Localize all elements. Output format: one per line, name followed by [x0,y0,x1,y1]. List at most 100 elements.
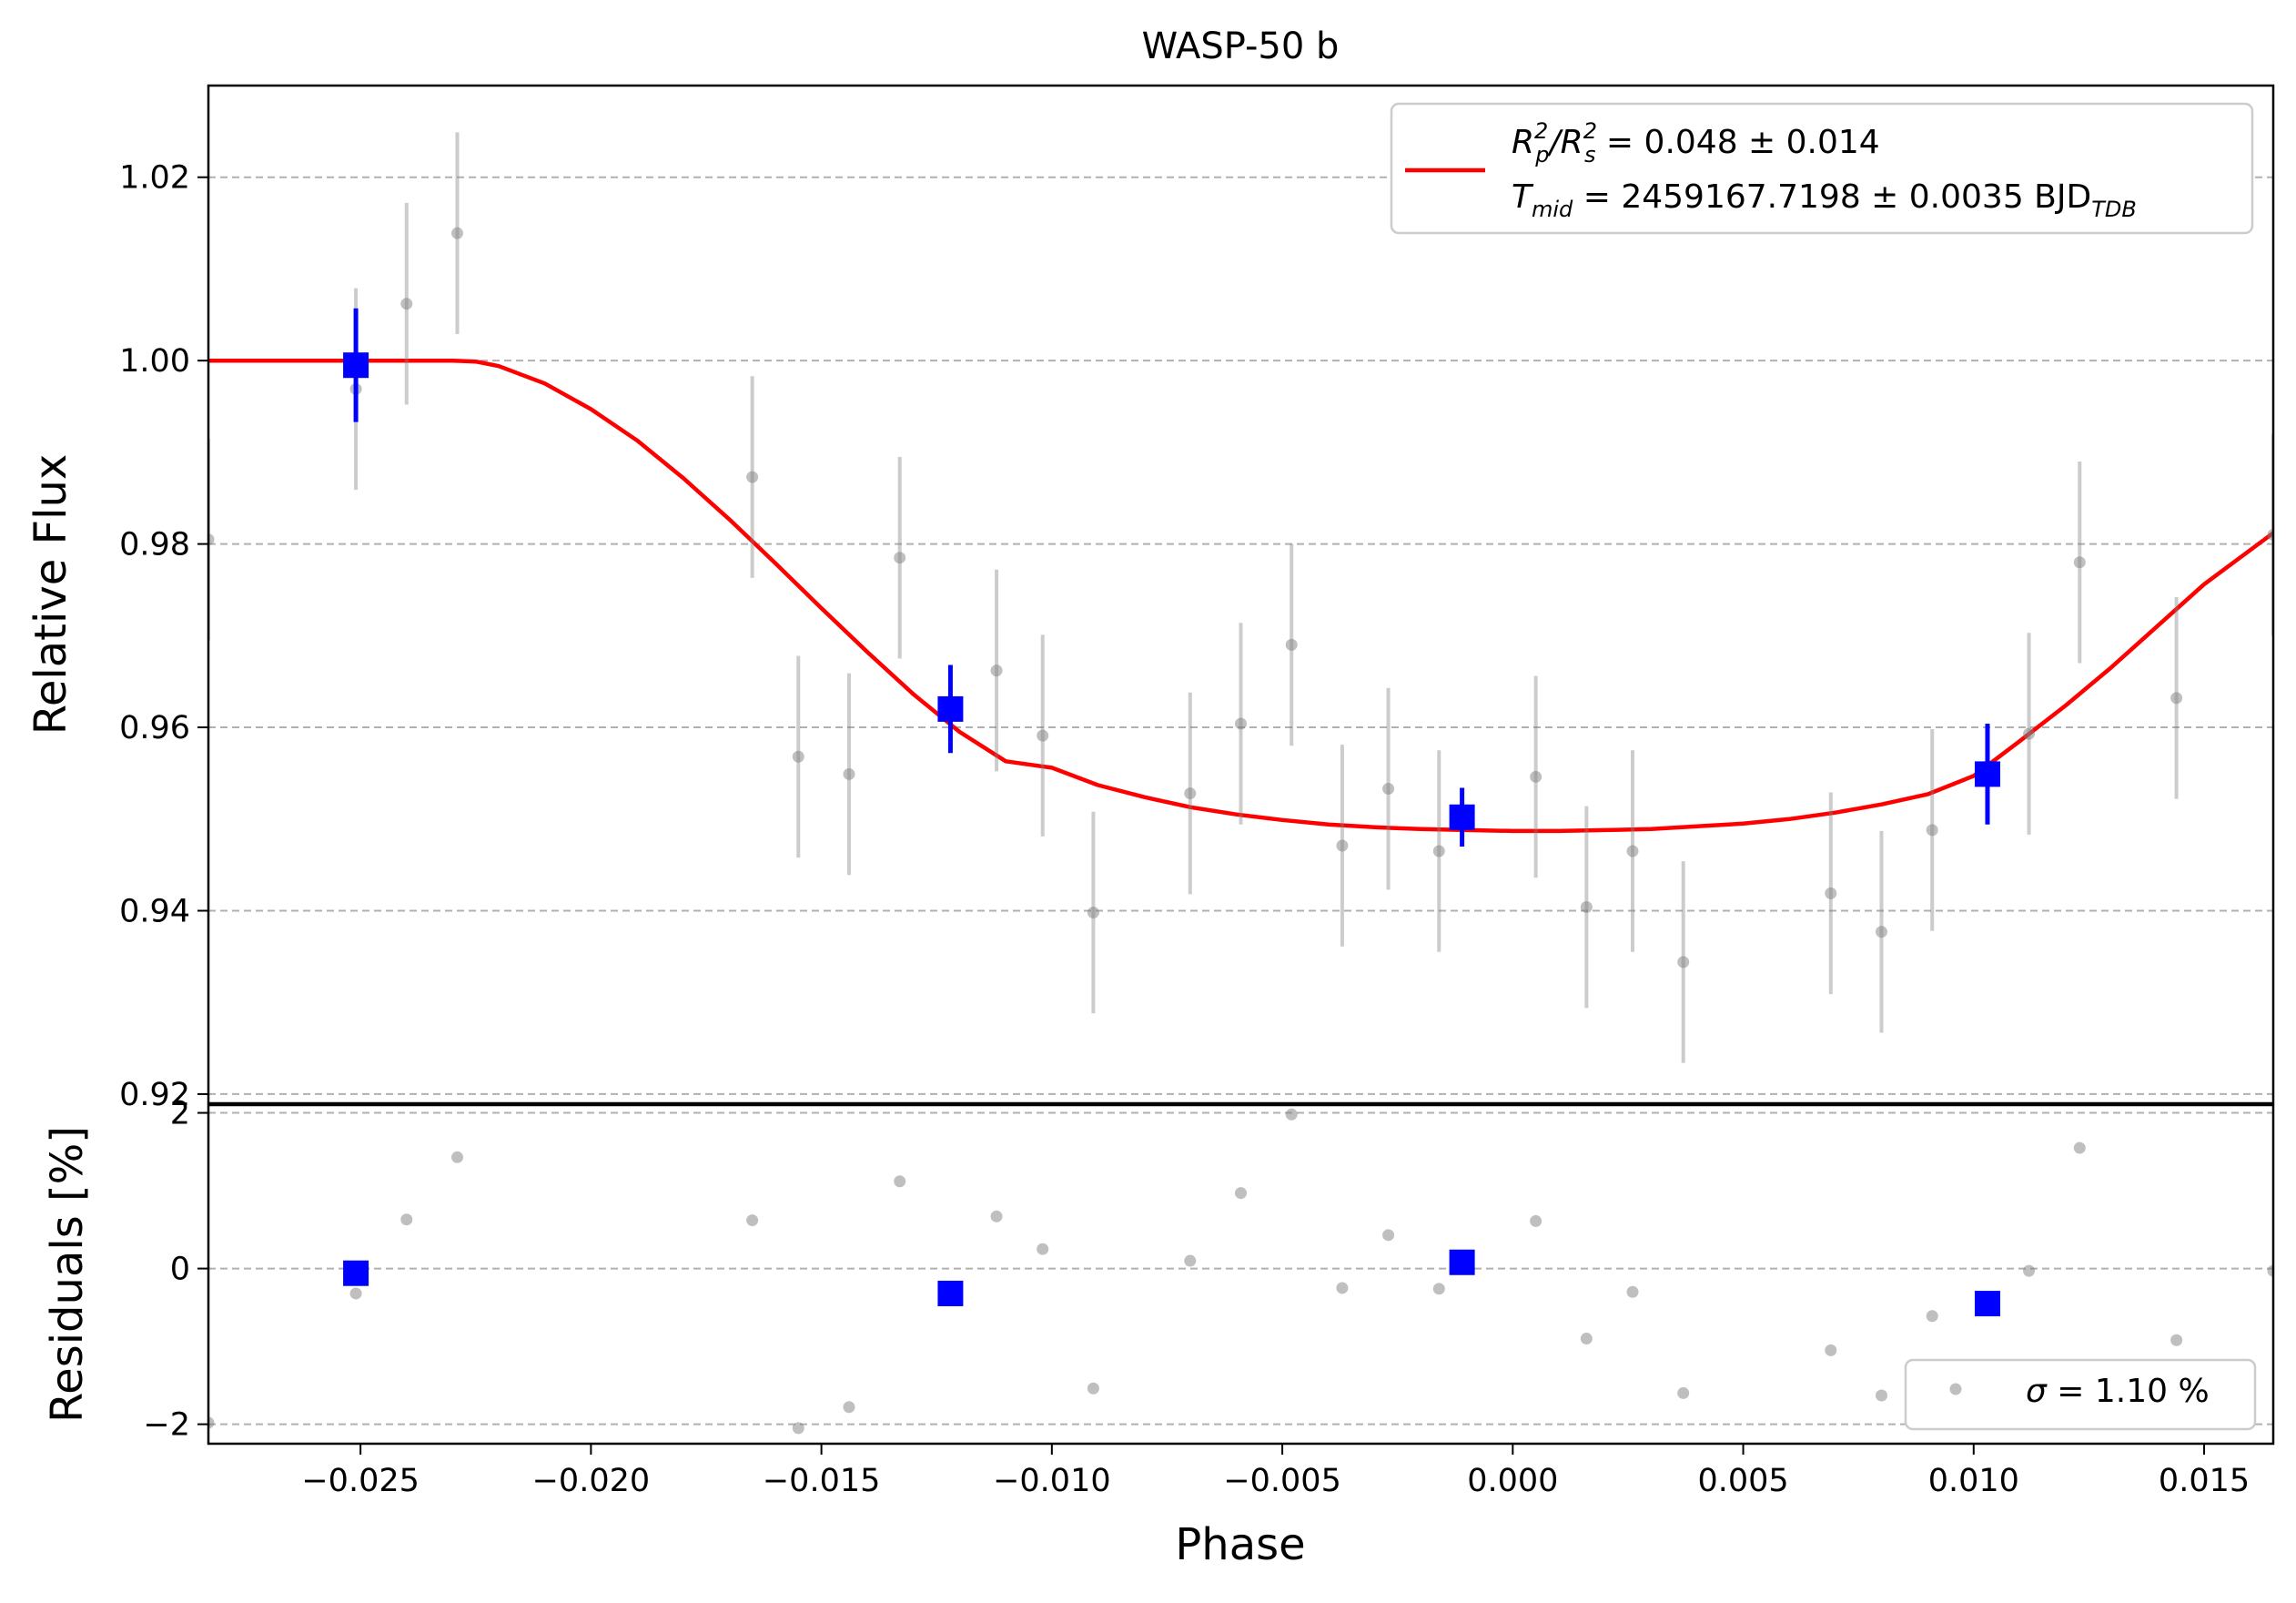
data-point [2267,529,2273,542]
residual-y-axis-label: Residuals [%] [42,1126,93,1423]
main-y-axis-label: Relative Flux [25,454,76,736]
residual-point [1336,1282,1349,1294]
binned-point [343,352,369,379]
x-tick-label: −0.010 [993,1463,1111,1499]
residual-y-ticks: −2 0 2 [143,1096,208,1444]
residual-binned-point [1449,1249,1475,1275]
data-point [1825,887,1837,899]
x-tick-label: −0.005 [1223,1463,1341,1499]
data-point [1626,845,1639,857]
main-y-tick-label: 0.94 [119,893,190,929]
chart-title: WASP-50 b [1142,25,1340,67]
residual-point [400,1213,413,1226]
residual-point [208,1416,215,1429]
residual-point [2073,1141,2086,1154]
residual-point [2023,1264,2036,1277]
x-tick-label: −0.025 [301,1463,420,1499]
residual-point [1825,1344,1837,1356]
data-point [450,227,463,239]
residual-binned-point [1974,1291,2000,1317]
main-legend-box [1390,102,2254,235]
residual-point [746,1214,759,1227]
residual-legend: σ = 1.10 % [1904,1358,2257,1431]
residual-point [843,1401,855,1414]
x-axis-label: Phase [1175,1519,1305,1570]
data-point [1285,638,1298,651]
residual-point [1580,1333,1593,1345]
model-curve [208,358,2273,834]
data-point [990,665,1003,677]
x-tick-label: −0.020 [532,1463,651,1499]
data-point [843,767,855,780]
main-data-points [208,132,2273,1063]
residual-point [792,1422,804,1435]
data-point [2073,556,2086,569]
main-legend: R2 p/R2 s = 0.048 ± 0.014 Tmid = 2459167.7… [1390,102,2254,235]
x-tick-label: 0.015 [2159,1463,2250,1499]
data-point [1530,770,1542,783]
data-point [1926,824,1938,837]
residual-point [1285,1108,1298,1121]
x-tick-label: 0.000 [1467,1463,1558,1499]
main-y-ticks: 0.92 0.94 0.96 0.98 1.00 1.02 [119,160,208,1113]
main-binned-points [343,308,2000,847]
residual-point [2267,1264,2273,1277]
data-point [1875,926,1887,938]
data-point [792,750,804,763]
residual-binned-point [937,1280,964,1306]
x-tick-label: 0.005 [1697,1463,1788,1499]
residual-binned-point [343,1260,369,1286]
data-point [1087,907,1099,919]
residual-point [2170,1334,2183,1346]
data-point [746,471,759,483]
residual-point [1626,1285,1639,1298]
main-y-tick-label: 1.02 [119,160,190,197]
residual-point [1432,1283,1445,1295]
residual-point [1875,1389,1887,1402]
residual-point [1677,1386,1690,1399]
legend-scatter-label: σ = 1.10 % [2026,1373,2210,1410]
data-point [1432,845,1445,857]
residual-point [1530,1214,1542,1227]
legend-line-mid-time: Tmid = 2459167.7198 ± 0.0035 BJDTDB [1512,178,2137,222]
binned-point [1449,804,1475,830]
main-y-tick-label: 1.00 [119,343,190,380]
transit-model [208,358,2273,834]
residual-point [1087,1382,1099,1395]
residual-point [349,1287,362,1300]
data-point [1677,956,1690,969]
legend-line-radius-ratio: R2 p/R2 s = 0.048 ± 0.014 [1512,118,1880,167]
residual-point [1037,1243,1049,1255]
residual-point [894,1175,906,1188]
data-point [1336,839,1349,852]
residual-point [1926,1310,1938,1323]
residual-point [1235,1187,1247,1200]
data-point [1382,783,1395,796]
data-point [1235,717,1247,730]
data-point [2023,727,2036,740]
residual-point [450,1151,463,1163]
residual-data-points [208,1108,2273,1435]
main-y-tick-label: 0.98 [119,527,190,563]
data-point [1580,900,1593,913]
data-point [1037,729,1049,742]
residual-point [1184,1254,1197,1267]
x-tick-label: −0.015 [763,1463,881,1499]
data-point [208,533,215,546]
residual-y-tick-label: 2 [170,1096,190,1132]
residual-y-tick-label: 0 [170,1252,190,1288]
legend-data-swatch [1949,1383,1962,1395]
data-point [894,552,906,564]
residual-legend-box [1904,1358,2257,1431]
x-ticks: −0.025 −0.020 −0.015 −0.010 −0.005 0.000 0.005… [301,1444,2250,1499]
binned-point [1974,761,2000,787]
residual-y-tick-label: −2 [143,1407,190,1444]
data-point [2170,692,2183,705]
data-point [1184,787,1197,800]
data-point [400,298,413,310]
main-y-tick-label: 0.92 [119,1077,190,1113]
binned-point [937,695,964,722]
main-axes-frame [207,84,2275,1105]
residual-point [1382,1229,1395,1242]
